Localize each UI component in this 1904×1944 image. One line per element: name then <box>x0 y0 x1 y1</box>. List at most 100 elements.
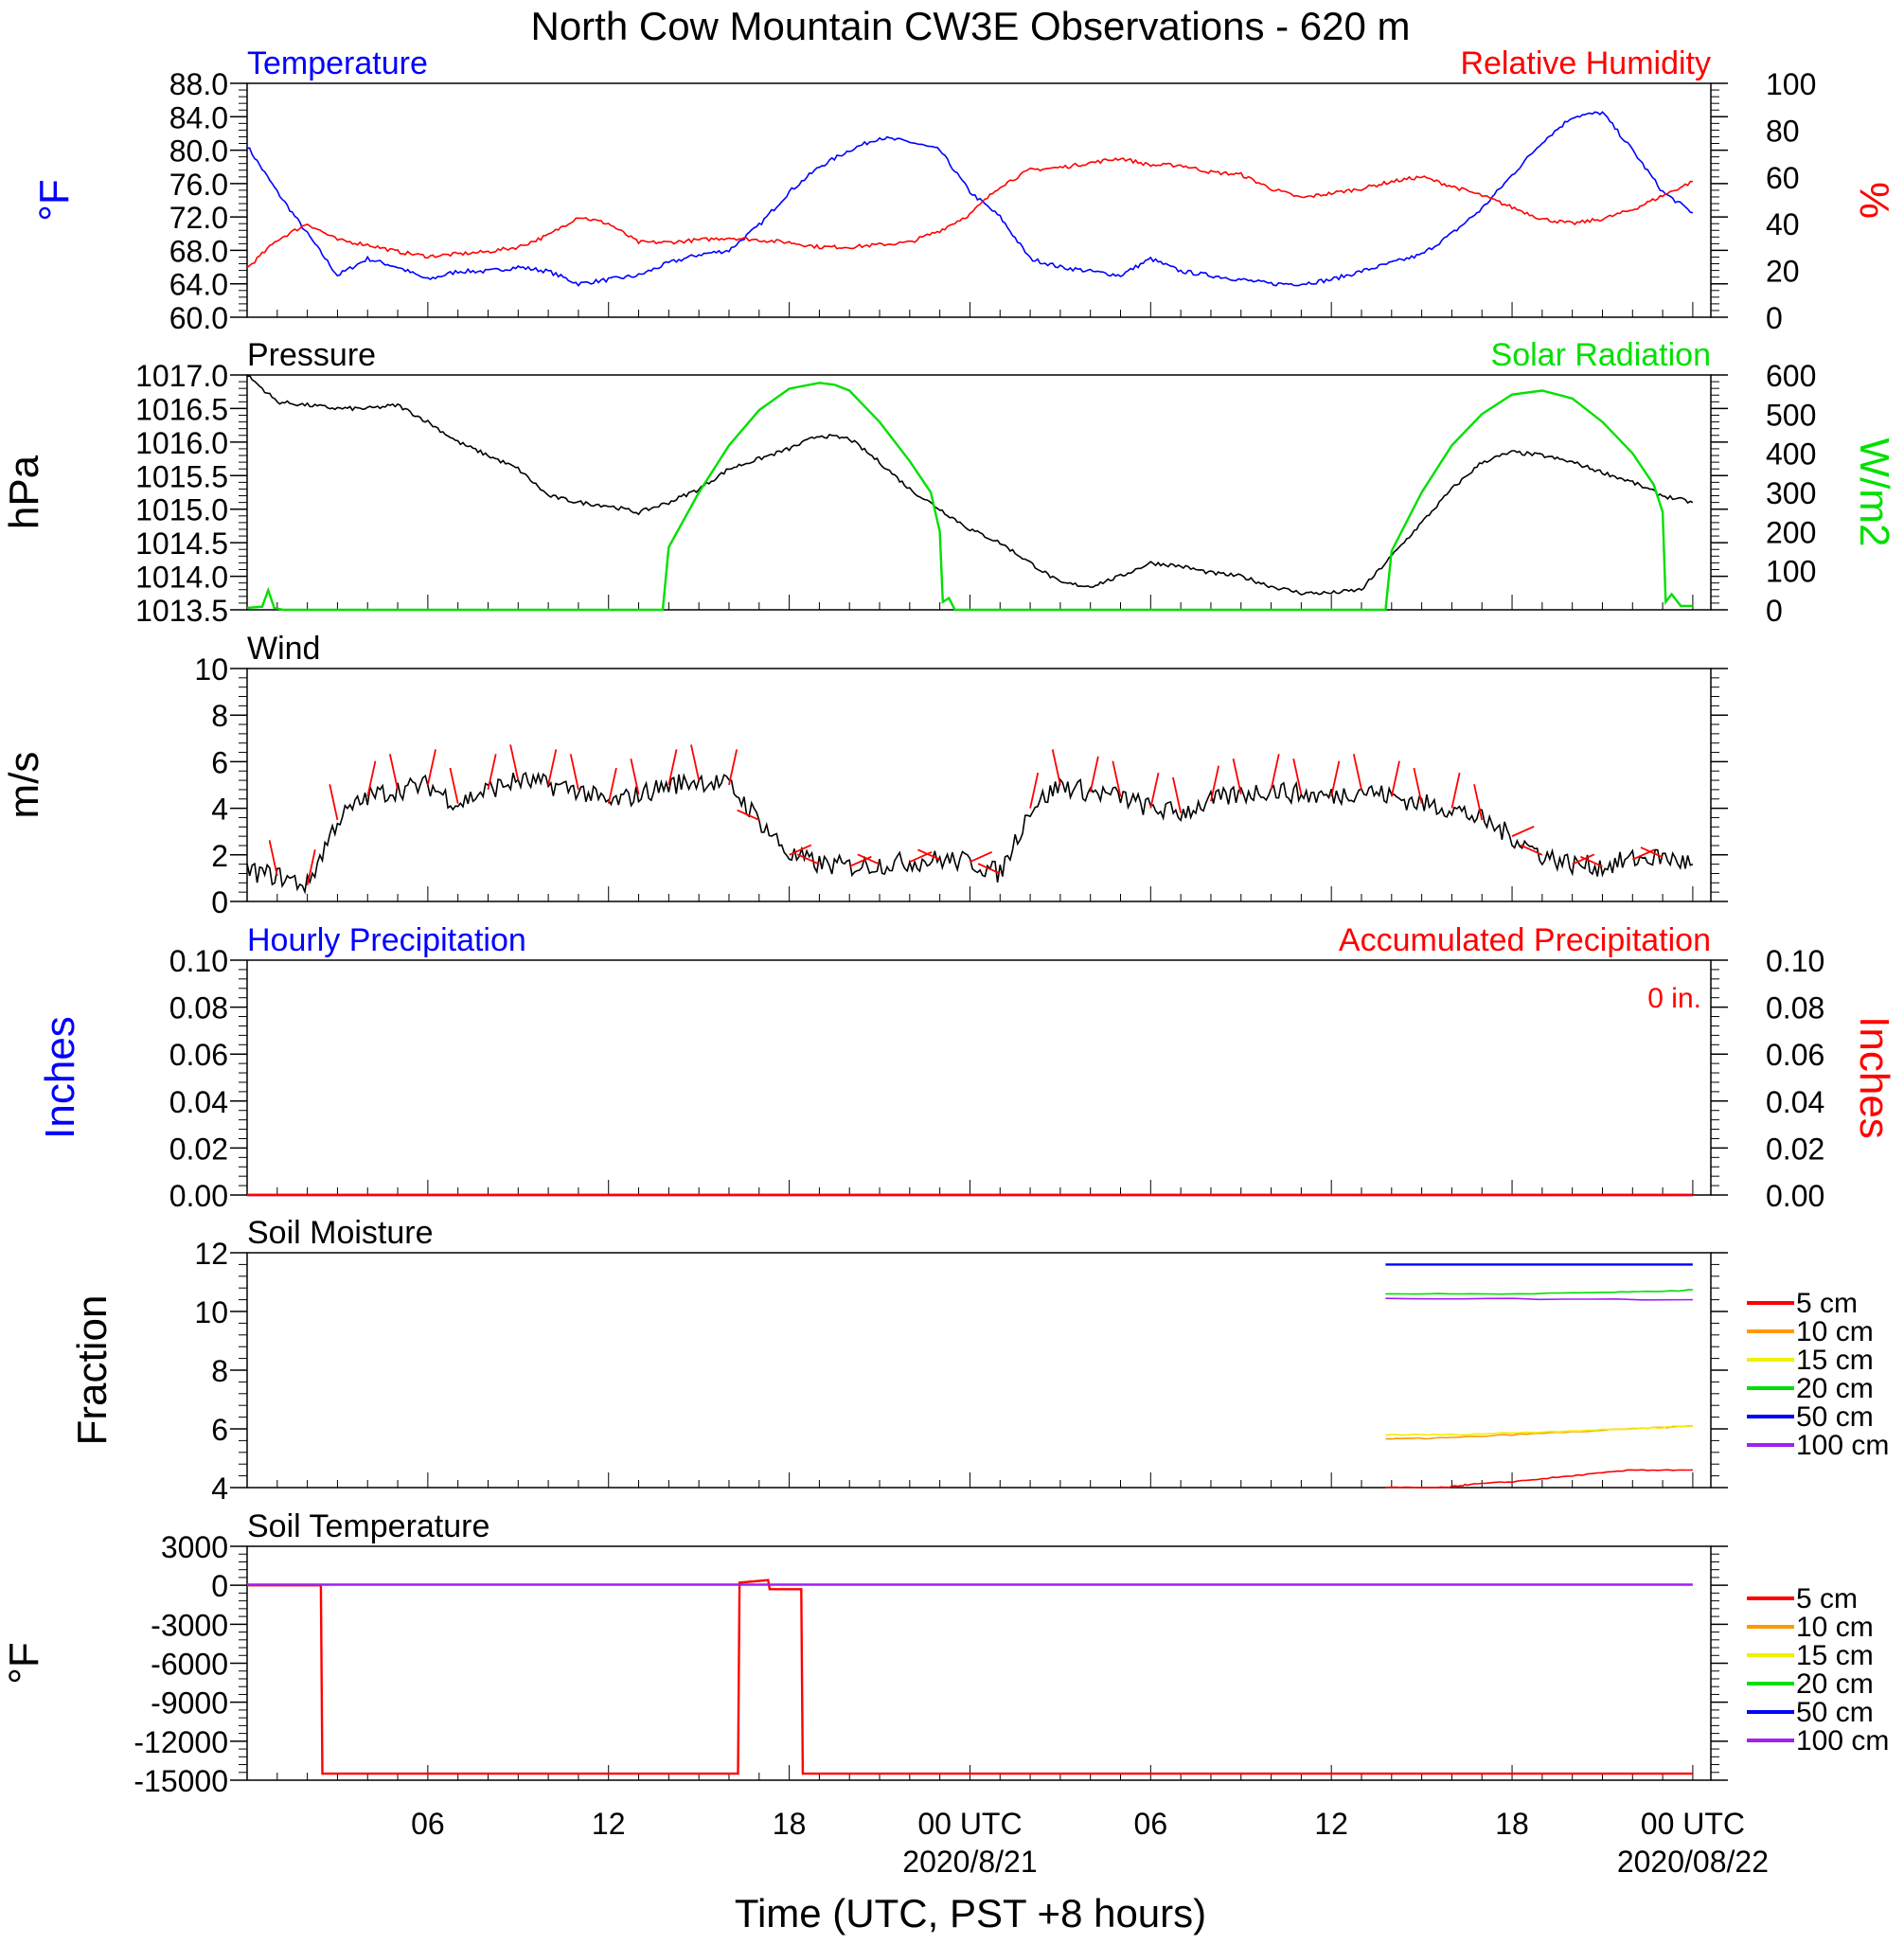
panel-hourly-precipitation: 0.10 0.08 0.06 0.04 0.02 0.00 0.10 0.08 0.06 0.04… <box>37 922 1897 1213</box>
wind-barb <box>329 784 339 821</box>
wind-barb <box>1172 776 1183 813</box>
wind-barb <box>426 749 436 786</box>
plot-frame <box>246 374 1712 611</box>
legend-label: 15 cm <box>1796 1345 1874 1376</box>
panel-title-right: Solar Radiation <box>1491 337 1711 373</box>
total-annotation: 0 in. <box>1647 983 1701 1014</box>
series-line-wind <box>246 771 1694 895</box>
y-right-tick-label: 40 <box>1766 207 1800 241</box>
y-right-tick-label: 100 <box>1766 67 1816 101</box>
time-axis: 06 12 18 00 UTC 06 12 18 00 UTC 2020/8/21 2020/08… <box>411 1807 1769 1879</box>
plot-frame <box>246 1545 1712 1781</box>
wind-barb <box>970 851 993 864</box>
wind-barb <box>857 853 881 865</box>
series-line-100-cm <box>1385 1297 1693 1301</box>
x-tick-label: 06 <box>411 1807 445 1841</box>
y-right-tick-label: 0.10 <box>1766 944 1824 978</box>
panels-group: 88.084.080.076.072.068.064.060.010080604… <box>1 45 1897 1798</box>
y-tick-label: -15000 <box>133 1764 228 1798</box>
panel-pressure: 1017.01016.51016.01015.51015.01014.51014… <box>1 337 1897 628</box>
legend-label: 5 cm <box>1796 1583 1858 1614</box>
y-axis-label-left: Inches <box>37 1016 83 1139</box>
wind-barb <box>268 840 278 877</box>
y-tick-label: 1016.5 <box>135 392 228 426</box>
y-tick-label: 3000 <box>161 1530 228 1564</box>
y-axis-label-right: W/m2 <box>1851 438 1897 547</box>
wind-barb <box>630 758 640 795</box>
y-tick-label: 84.0 <box>169 100 228 134</box>
series-line-solar-radiation <box>246 382 1693 612</box>
wind-barb <box>1210 765 1220 802</box>
y-axis-label-left: Fraction <box>69 1295 116 1446</box>
wind-barb <box>1051 749 1061 786</box>
y-right-tick-label: 400 <box>1766 437 1816 472</box>
wind-barb <box>1450 772 1461 809</box>
y-tick-label: 0.00 <box>169 1179 228 1213</box>
wind-barb <box>1292 758 1303 795</box>
y-right-tick-label: 500 <box>1766 398 1816 432</box>
y-axis-label-left: °F <box>31 179 78 221</box>
series-line-5-cm <box>1385 1469 1693 1489</box>
plot-frame <box>246 1252 1712 1489</box>
y-tick-label: -6000 <box>151 1648 228 1682</box>
y-tick-label: 1014.0 <box>135 561 228 595</box>
y-right-tick-label: 300 <box>1766 476 1816 510</box>
y-tick-label: 80.0 <box>169 134 228 169</box>
legend-label: 100 cm <box>1796 1430 1889 1461</box>
wind-barb <box>1330 760 1341 797</box>
wind-barb <box>1352 754 1362 791</box>
y-right-tick-label: 60 <box>1766 161 1800 195</box>
panel-wind: 10 8 6 4 2 0 Wind m/s <box>1 631 1728 919</box>
x-tick-label: 00 UTC <box>1641 1807 1745 1841</box>
wind-barb <box>1579 855 1603 867</box>
wind-barb <box>1572 853 1595 865</box>
y-tick-label: 8 <box>211 1354 228 1388</box>
wind-barb <box>1089 756 1099 793</box>
figure-title: North Cow Mountain CW3E Observations - 6… <box>530 4 1410 48</box>
y-tick-label: 8 <box>211 699 228 733</box>
legend-label: 10 cm <box>1796 1612 1874 1643</box>
y-tick-label: 76.0 <box>169 168 228 202</box>
x-tick-label: 12 <box>592 1807 626 1841</box>
plot-frame <box>246 668 1712 902</box>
y-right-tick-label: 0.08 <box>1766 991 1824 1026</box>
y-tick-label: 4 <box>211 1471 228 1506</box>
wind-barb <box>977 863 1001 875</box>
wind-barb <box>607 767 617 804</box>
y-tick-label: 4 <box>211 793 228 827</box>
y-tick-label: 1013.5 <box>135 594 228 628</box>
wind-barb <box>366 760 377 797</box>
legend-label: 20 cm <box>1796 1373 1874 1404</box>
wind-barb <box>569 754 579 791</box>
y-tick-label: 68.0 <box>169 234 228 268</box>
panel-temperature: 88.084.080.076.072.068.064.060.0 100 80 60 4… <box>31 45 1897 335</box>
y-right-tick-label: 200 <box>1766 515 1816 549</box>
y-tick-label: 10 <box>194 1295 228 1329</box>
y-tick-label: -12000 <box>133 1725 228 1759</box>
panel-soil-temperature: 3000 0 -3000 -6000 -9000 -12000 -15000 Soil Tem… <box>1 1508 1889 1798</box>
y-right-tick-label: 600 <box>1766 359 1816 393</box>
wind-barb <box>789 844 812 856</box>
wind-barb <box>796 853 820 865</box>
y-tick-label: 64.0 <box>169 268 228 302</box>
series-line-relative-humidity <box>246 157 1693 269</box>
y-axis-label-right: Inches <box>1851 1016 1897 1139</box>
y-right-tick-label: 0.06 <box>1766 1038 1824 1072</box>
y-right-tick-label: 0.04 <box>1766 1085 1824 1119</box>
wind-barb <box>1112 760 1122 797</box>
series-line-20-cm <box>1385 1288 1694 1295</box>
wind-barb <box>1390 760 1400 797</box>
series-line-5-cm <box>247 1578 1693 1775</box>
wind-barb <box>1520 844 1543 856</box>
series-line-temperature <box>246 111 1694 288</box>
series-line-15-cm <box>1385 1425 1693 1436</box>
y-tick-label: 1014.5 <box>135 526 228 561</box>
wind-barb <box>1413 767 1423 804</box>
wind-barb <box>509 744 520 781</box>
y-tick-label: 1015.5 <box>135 459 228 493</box>
panel-title-left: Soil Moisture <box>247 1215 434 1251</box>
y-tick-label: 0 <box>211 1569 228 1603</box>
wind-barb <box>1473 784 1484 821</box>
